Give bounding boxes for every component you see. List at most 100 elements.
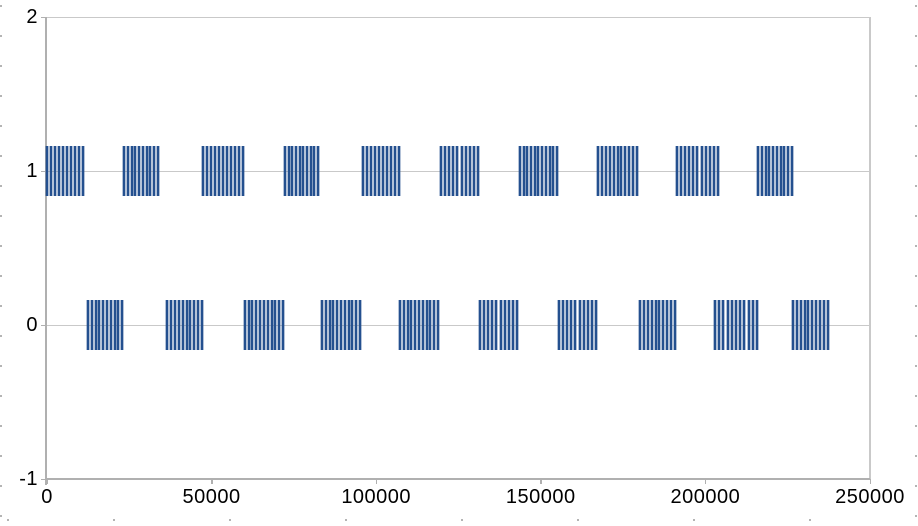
data-mark [638,299,641,351]
x-axis-tick [211,479,213,484]
data-mark [684,145,687,197]
data-mark [156,145,159,197]
data-mark [61,145,64,197]
data-mark [815,299,818,351]
data-mark [117,299,120,351]
data-mark [298,145,301,197]
data-mark [94,299,97,351]
data-mark [448,145,451,197]
gridline-y-1 [47,170,870,172]
data-mark [768,145,771,197]
data-mark [718,299,721,351]
data-mark [772,145,775,197]
data-mark [779,145,782,197]
data-mark [578,299,581,351]
x-axis-tick [375,479,378,484]
data-mark [185,299,188,351]
data-mark [574,299,577,351]
data-mark [803,299,806,351]
data-mark [181,299,184,351]
data-mark [123,145,126,197]
data-mark [251,299,254,351]
data-mark [373,145,376,197]
data-mark [555,145,558,197]
data-mark [393,145,396,197]
data-mark [193,299,196,351]
data-mark [700,145,703,197]
x-axis-tick [540,479,542,484]
data-mark [544,145,547,197]
data-mark [822,299,825,351]
y-axis-tick [41,170,47,172]
data-mark [206,145,209,197]
data-mark [747,299,750,351]
data-mark [713,299,716,351]
data-mark [704,145,707,197]
data-mark [336,299,339,351]
data-mark [278,299,281,351]
data-mark [105,299,108,351]
data-mark [332,299,335,351]
data-mark [305,145,308,197]
data-mark [149,145,152,197]
data-mark [126,145,129,197]
data-mark [410,299,413,351]
data-mark [552,145,555,197]
data-mark [262,299,265,351]
x-tick-label: 0 [41,486,53,508]
data-mark [170,299,173,351]
data-mark [472,145,475,197]
data-mark [562,299,565,351]
data-mark [145,145,148,197]
data-mark [499,299,502,351]
data-mark [355,299,358,351]
x-axis-line [45,478,870,480]
y-axis-line [45,17,47,485]
data-mark [495,299,498,351]
data-mark [138,145,141,197]
data-mark [282,299,285,351]
data-mark [141,145,144,197]
data-mark [597,145,600,197]
data-mark [654,299,657,351]
data-mark [487,299,490,351]
data-mark [708,145,711,197]
data-mark [81,145,84,197]
data-mark [537,145,540,197]
data-mark [483,299,486,351]
data-mark [241,145,244,197]
plot-right-border [869,17,871,479]
data-mark [533,145,536,197]
y-axis-tick [41,478,47,480]
data-mark [819,299,822,351]
data-mark [291,145,294,197]
data-mark [757,145,760,197]
x-axis-tick [869,479,871,484]
data-mark [328,299,331,351]
data-mark [548,145,551,197]
data-mark [595,299,598,351]
data-mark [347,299,350,351]
data-mark [210,145,212,197]
data-mark [590,299,593,351]
data-mark [69,145,72,197]
data-mark [692,145,695,197]
data-mark [743,299,746,351]
data-mark [109,299,112,351]
data-mark [153,145,156,197]
data-mark [642,299,645,351]
data-mark [646,299,649,351]
data-mark [221,145,224,197]
data-mark [284,145,286,197]
gridline-y-0 [47,324,870,326]
data-mark [397,145,400,197]
x-axis-tick [704,479,707,484]
data-mark [680,145,683,197]
data-mark [414,299,417,351]
data-mark [177,299,180,351]
data-mark [735,299,738,351]
y-tick-label: 1 [26,160,38,182]
data-mark [519,145,522,197]
data-mark [57,145,60,197]
